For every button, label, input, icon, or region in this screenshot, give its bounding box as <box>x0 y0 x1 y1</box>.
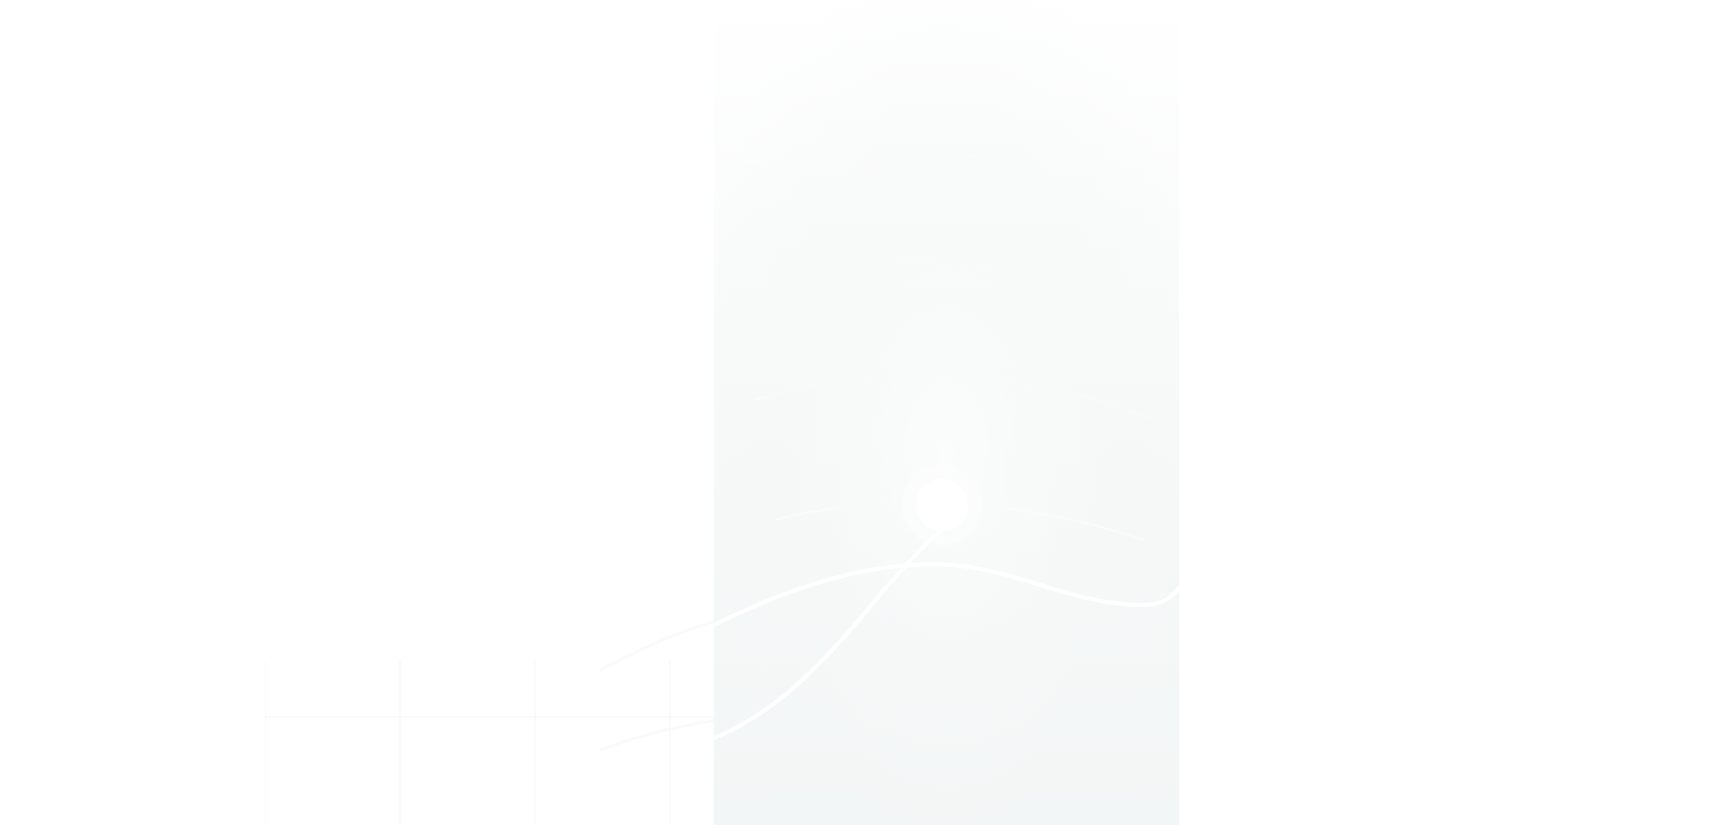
faint-grid-background <box>265 660 715 825</box>
abstract-wave-panel <box>714 0 1179 825</box>
abstract-wave-background <box>714 0 1179 825</box>
wave-curves-outer <box>600 618 720 752</box>
glow-dot <box>916 479 968 531</box>
